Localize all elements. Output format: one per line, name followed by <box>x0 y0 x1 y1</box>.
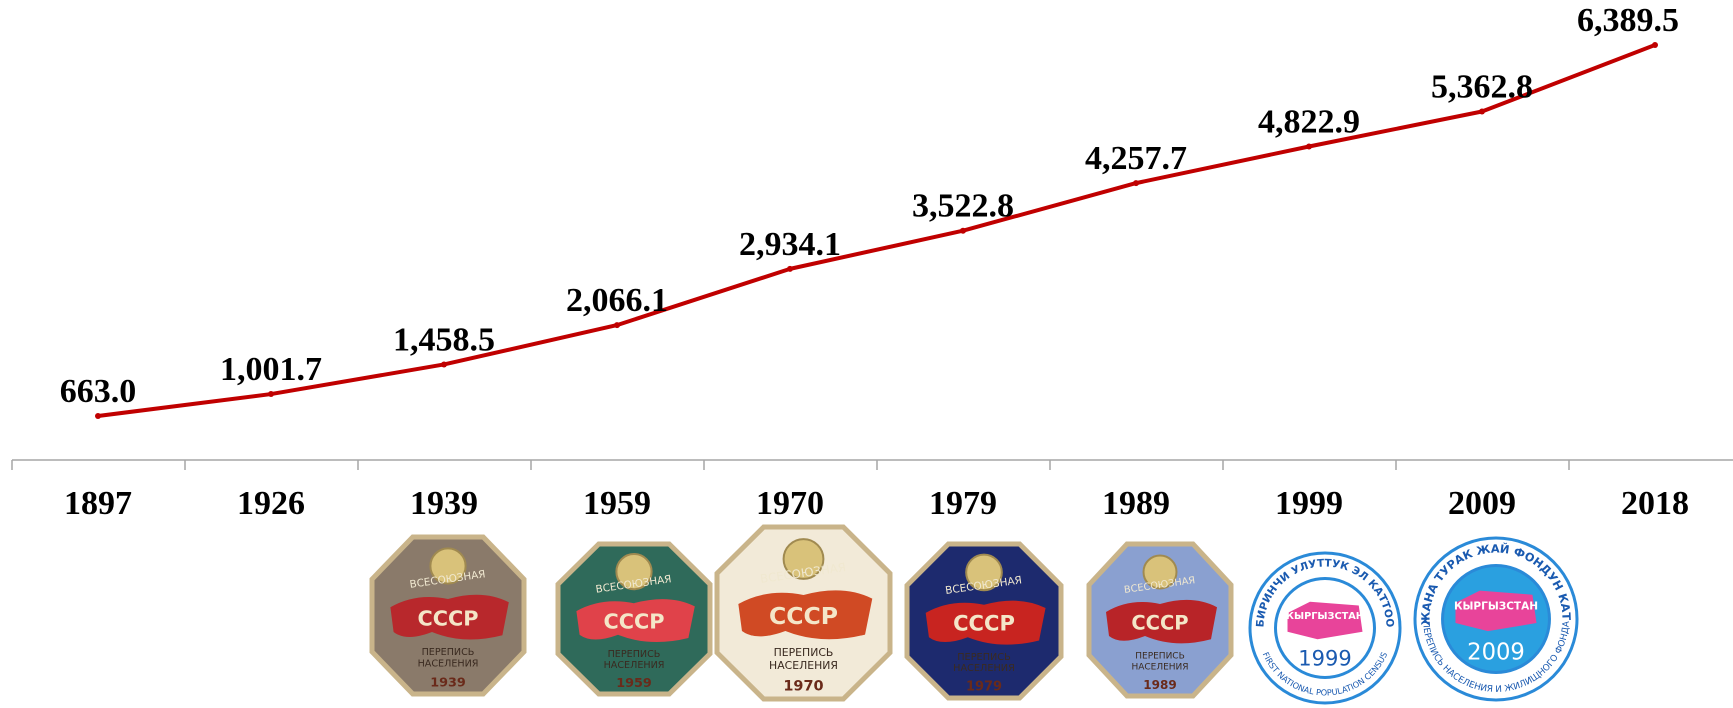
data-point <box>1652 42 1658 48</box>
data-label: 2,066.1 <box>566 282 668 319</box>
series-line-layer <box>95 42 1658 419</box>
x-tick-label: 1970 <box>756 485 824 522</box>
x-tick-label: 1926 <box>237 485 305 522</box>
data-label: 2,934.1 <box>739 226 841 263</box>
x-tick-label: 1897 <box>64 485 132 522</box>
data-point <box>95 413 101 419</box>
data-label: 4,257.7 <box>1085 140 1187 177</box>
data-label: 6,389.5 <box>1577 2 1679 39</box>
data-label: 1,458.5 <box>393 321 495 358</box>
data-point <box>1133 180 1139 187</box>
data-point <box>960 227 966 234</box>
data-point <box>268 391 274 398</box>
data-label: 663.0 <box>60 373 137 410</box>
data-label: 1,001.7 <box>220 351 322 388</box>
data-point <box>441 361 447 368</box>
data-point <box>787 265 793 272</box>
data-label: 4,822.9 <box>1258 103 1360 140</box>
data-point <box>614 322 620 329</box>
data-label-layer: 663.0 1,001.7 1,458.5 2,066.1 2,934.1 3,522.8… <box>60 2 1679 410</box>
x-tick-label: 1959 <box>583 485 651 522</box>
data-point <box>1479 108 1485 115</box>
data-label: 3,522.8 <box>912 188 1014 225</box>
x-tick-label: 1999 <box>1275 485 1343 522</box>
data-point <box>1306 143 1312 150</box>
x-tick-label: 1939 <box>410 485 478 522</box>
x-tick-label: 1979 <box>929 485 997 522</box>
x-tick-label: 2009 <box>1448 485 1516 522</box>
x-tick-label: 2018 <box>1621 485 1689 522</box>
data-label: 5,362.8 <box>1431 69 1533 106</box>
x-tick-label: 1989 <box>1102 485 1170 522</box>
x-axis: 1897 1926 1939 1959 1970 1979 1989 1999 2009 2018 <box>11 459 1733 522</box>
series-line <box>97 43 1656 418</box>
